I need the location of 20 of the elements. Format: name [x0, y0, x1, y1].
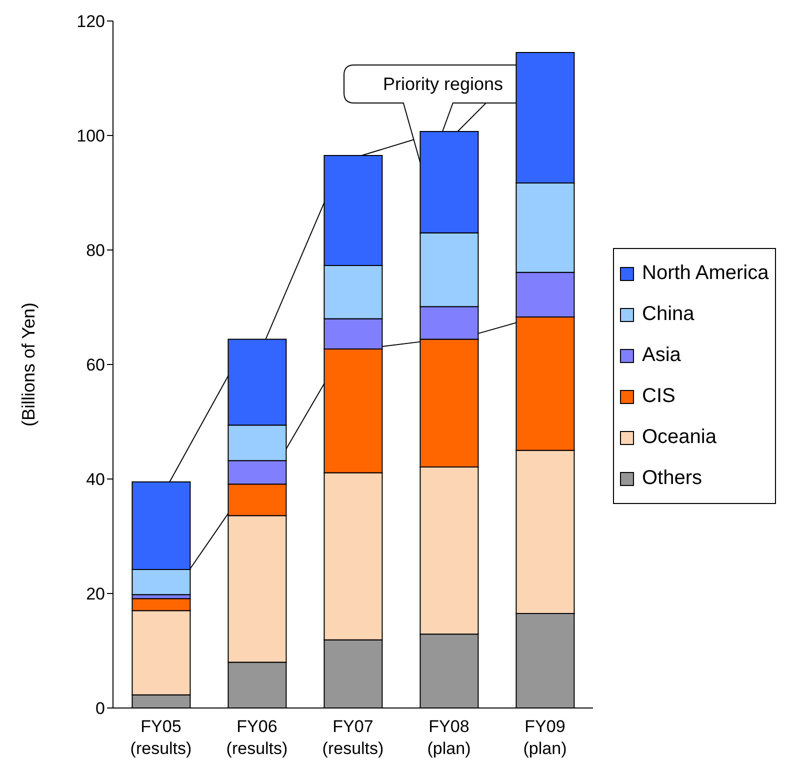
x-tick-label: FY05 (results) — [130, 717, 192, 758]
y-tick-label: 0 — [96, 699, 105, 718]
y-tick-label: 120 — [76, 12, 105, 32]
legend-label: China — [642, 303, 694, 326]
x-tick-label: FY07 (results) — [322, 717, 384, 758]
legend-label: North America — [642, 262, 769, 285]
x-tick-label: FY06 (results) — [226, 717, 288, 758]
y-axis-title: (Billions of Yen) — [18, 302, 38, 427]
x-tick-label: FY08 (plan) — [427, 717, 471, 758]
y-tick-label: 20 — [86, 584, 105, 604]
legend-label: CIS — [642, 385, 676, 408]
y-tick-label: 40 — [86, 470, 105, 490]
x-tick-label: FY09 (plan) — [523, 717, 567, 758]
y-tick-label: 100 — [76, 126, 105, 146]
y-tick-label: 60 — [86, 356, 105, 375]
legend-label: Asia — [642, 344, 681, 367]
legend-label: Oceania — [642, 426, 716, 449]
annotation: Priority regions — [382, 74, 504, 94]
y-tick-label: 80 — [86, 241, 105, 260]
legend-label: Others — [642, 467, 702, 490]
